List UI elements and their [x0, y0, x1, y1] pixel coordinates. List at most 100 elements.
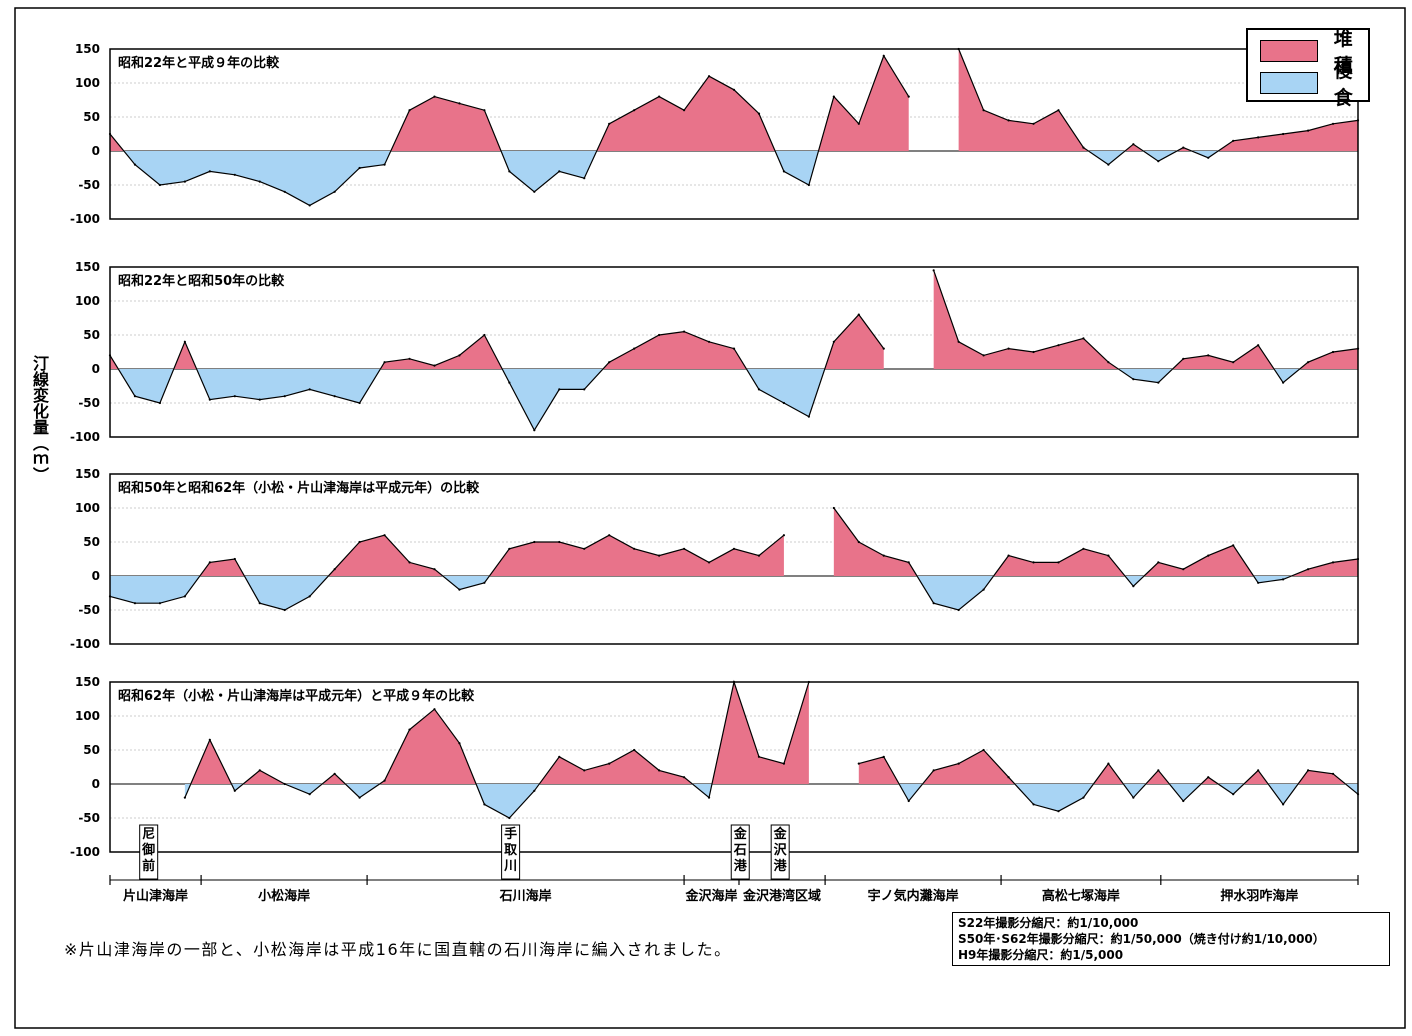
- data-point: [1282, 381, 1285, 384]
- data-point: [283, 608, 286, 612]
- data-point: [1057, 810, 1060, 813]
- data-point: [408, 109, 411, 112]
- data-point: [258, 769, 261, 772]
- data-point: [1207, 776, 1210, 779]
- landmark-char: 港: [774, 858, 788, 874]
- chart-panel-2: 150 100 50 0 -50 -100 昭和22年と昭和50年の比較: [70, 260, 1360, 444]
- data-point: [957, 762, 960, 765]
- y-tick-label: 150: [75, 675, 100, 689]
- erosion-area: [110, 369, 884, 431]
- chart-panel-3: 150 100 50 0 -50 -100 昭和50年と昭和62年（小松・片山津海岸は平成元…: [70, 467, 1360, 651]
- data-point: [1082, 547, 1085, 550]
- legend-item-accretion: 堆積: [1260, 28, 1368, 77]
- data-point: [658, 95, 661, 98]
- data-point: [832, 95, 835, 98]
- landmark-char: 金: [773, 826, 788, 842]
- data-point: [283, 190, 286, 193]
- accretion-area: [933, 270, 1358, 369]
- data-point: [233, 557, 236, 561]
- data-point: [283, 395, 286, 398]
- data-point: [682, 547, 686, 550]
- data-point: [682, 776, 686, 779]
- data-point: [183, 595, 186, 598]
- data-point: [508, 381, 511, 384]
- coast-label: 金沢海岸: [685, 888, 738, 904]
- y-tick-label: 50: [83, 535, 100, 549]
- data-point: [508, 816, 511, 820]
- legend-swatch-accretion: [1260, 40, 1318, 62]
- data-point: [508, 547, 511, 550]
- data-point: [1232, 139, 1235, 142]
- data-point: [1132, 585, 1135, 588]
- data-point: [483, 109, 486, 112]
- data-point: [383, 779, 386, 782]
- y-tick-label: 100: [75, 501, 100, 515]
- data-point: [857, 540, 860, 544]
- data-point: [832, 506, 835, 510]
- erosion-area: [184, 784, 809, 818]
- data-point: [458, 354, 461, 357]
- data-point: [957, 608, 960, 612]
- data-point: [1257, 581, 1260, 584]
- legend-label-erosion: 侵食: [1333, 60, 1353, 109]
- y-tick-label: -50: [78, 178, 100, 192]
- scale-note-h9: H9年撮影分縮尺：約1/5,000: [958, 948, 1124, 962]
- landmark-char: 港: [734, 858, 748, 874]
- data-point: [258, 398, 261, 401]
- data-point: [857, 313, 860, 316]
- data-point: [1007, 776, 1010, 779]
- legend-item-erosion: 侵食: [1260, 60, 1368, 109]
- y-tick-label: -100: [70, 430, 100, 444]
- y-tick-label: -50: [78, 603, 100, 617]
- data-point: [233, 173, 236, 176]
- series-line: [833, 507, 1359, 611]
- data-point: [183, 180, 186, 183]
- data-point: [358, 796, 361, 799]
- landmark-char: 石: [733, 843, 747, 858]
- data-point: [757, 755, 761, 758]
- data-point: [608, 534, 611, 537]
- data-point: [308, 793, 311, 796]
- data-point: [932, 769, 935, 772]
- data-point: [982, 588, 985, 591]
- data-point: [208, 398, 211, 401]
- data-point: [907, 561, 910, 564]
- data-point: [1331, 772, 1335, 775]
- data-point: [183, 340, 186, 343]
- data-point: [433, 364, 436, 367]
- data-point: [1331, 561, 1335, 564]
- erosion-area: [110, 151, 909, 206]
- chart-panel-1: 150 100 50 0 -50 -100 昭和22年と平成９年の比較: [70, 42, 1360, 226]
- accretion-area: [110, 55, 909, 151]
- y-tick-label: -50: [78, 396, 100, 410]
- data-point: [1282, 132, 1285, 136]
- data-point: [208, 738, 211, 741]
- data-point: [283, 782, 286, 786]
- landmark-char: 沢: [774, 842, 788, 858]
- data-point: [208, 170, 211, 173]
- landmark-char: 川: [503, 859, 517, 874]
- data-point: [1331, 350, 1335, 354]
- data-point: [882, 554, 885, 557]
- data-point: [458, 102, 461, 105]
- landmark-char: 尼: [142, 827, 155, 842]
- data-point: [707, 340, 711, 343]
- data-point: [1331, 122, 1335, 125]
- data-point: [158, 183, 162, 187]
- data-point: [308, 595, 311, 598]
- data-point: [1232, 544, 1235, 547]
- data-point: [583, 547, 586, 550]
- landmark-box: [730, 824, 750, 880]
- data-point: [408, 728, 411, 731]
- landmark-box: [139, 824, 159, 880]
- data-point: [1257, 344, 1260, 347]
- plot-frame: [109, 266, 1359, 438]
- y-tick-label: 100: [75, 76, 100, 90]
- data-point: [1032, 122, 1035, 125]
- data-point: [233, 789, 236, 792]
- y-tick-label: 100: [75, 709, 100, 723]
- series-line: [109, 54, 910, 207]
- chart-title: 昭和50年と昭和62年（小松・片山津海岸は平成元年）の比較: [118, 480, 480, 496]
- data-point: [1182, 799, 1185, 803]
